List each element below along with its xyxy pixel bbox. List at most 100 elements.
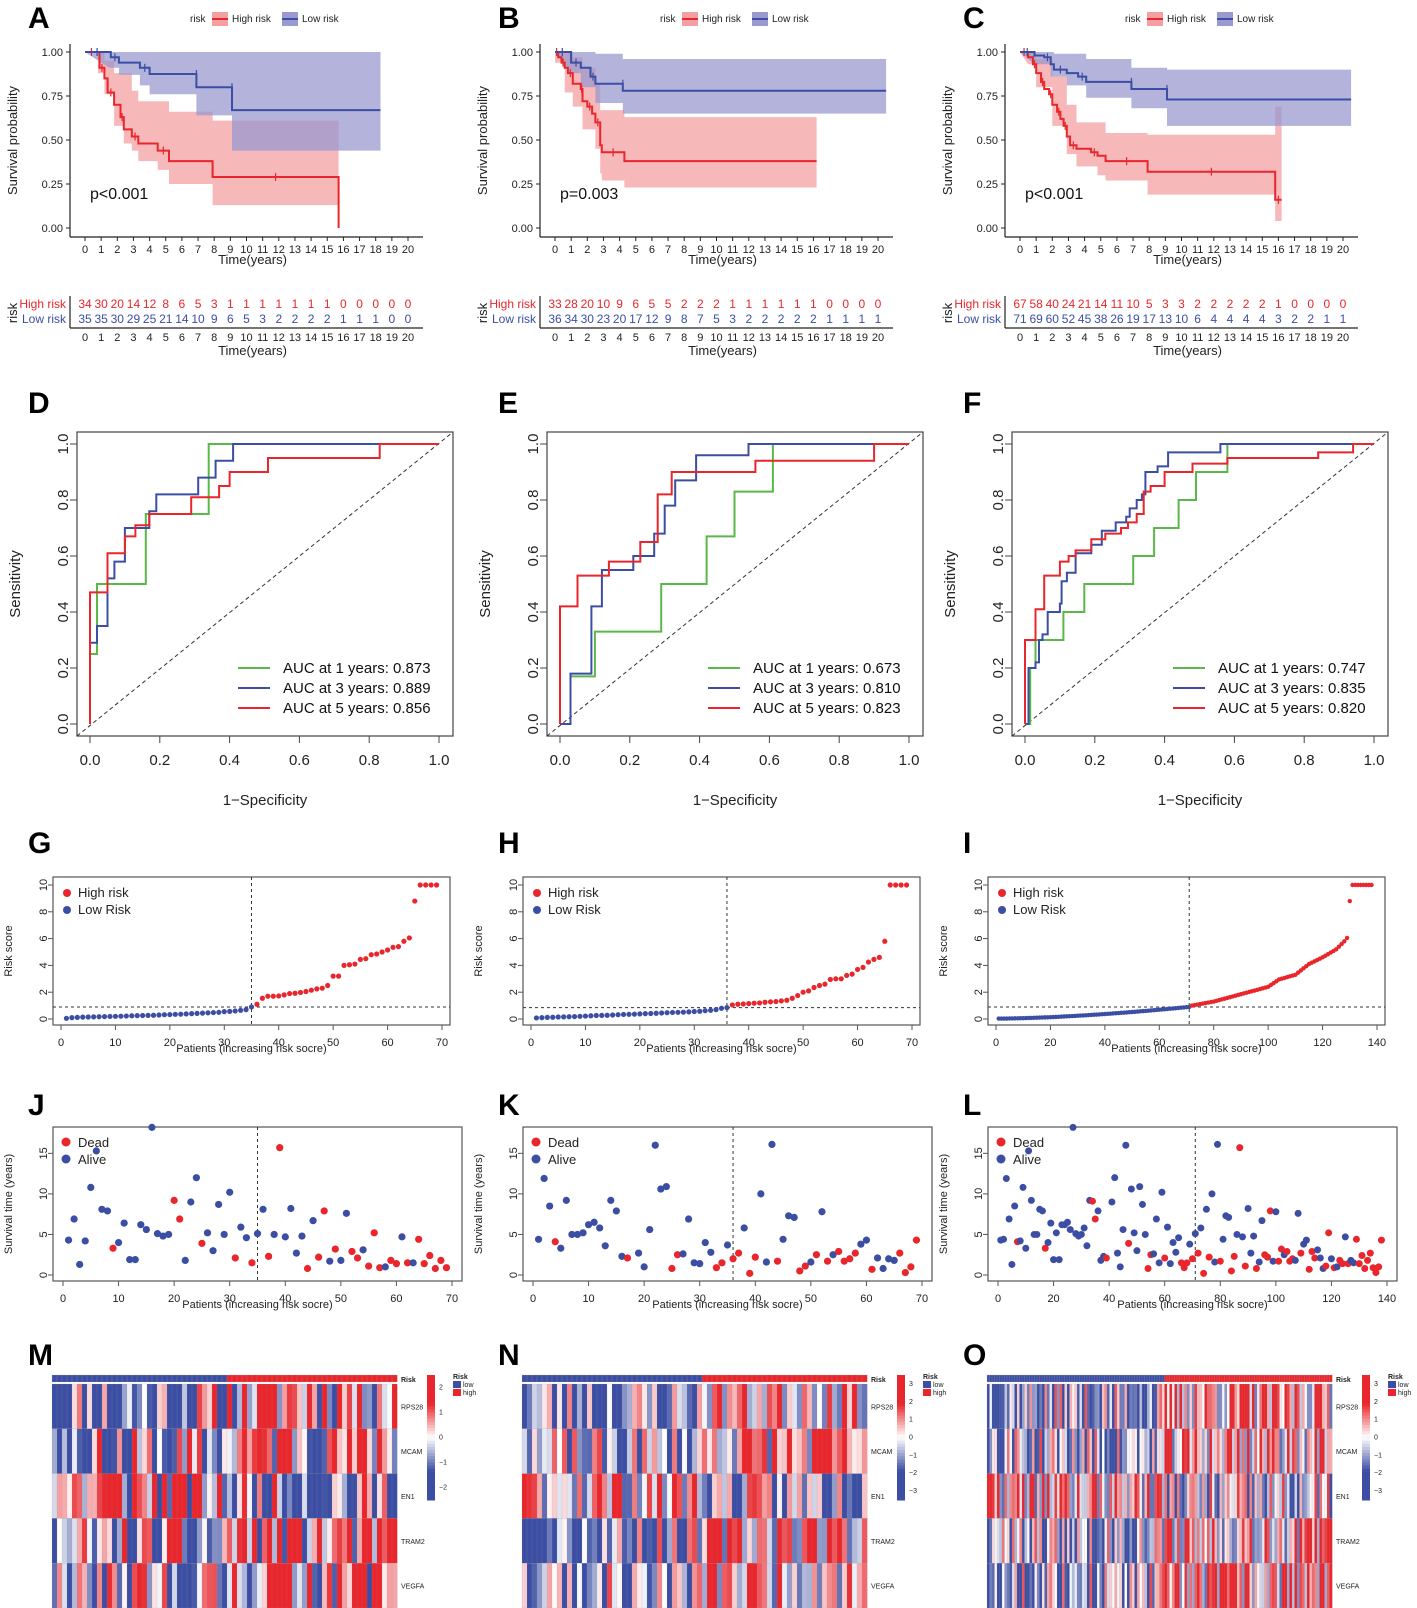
heatmap-cell (236, 1428, 243, 1474)
alive-point (98, 1205, 106, 1213)
heatmap-cell (711, 1383, 718, 1429)
high-risk-point (308, 987, 314, 993)
alive-point (292, 1249, 300, 1257)
heatmap-cell (246, 1383, 253, 1429)
heatmap-cell (846, 1518, 853, 1564)
risk-x-tick-label: 14 (1240, 332, 1252, 344)
heatmap-cell (1161, 1383, 1165, 1429)
dead-point (315, 1253, 323, 1261)
heatmap-cell (386, 1383, 393, 1429)
risk-annotation-cell (241, 1374, 248, 1383)
heatmap-cell (66, 1563, 73, 1608)
heatmap-cell (1116, 1383, 1120, 1429)
heatmap-cell (1131, 1473, 1135, 1519)
heatmap-cell (596, 1563, 603, 1608)
risk-annotation-cell (1194, 1374, 1198, 1383)
heatmap-cell (196, 1473, 203, 1519)
colorbar-segment (427, 1443, 435, 1448)
risk-annotation-cell (1071, 1374, 1075, 1383)
risk-count: 1 (1340, 312, 1347, 326)
heatmap-cell (1036, 1518, 1040, 1564)
heatmap-cell (681, 1563, 688, 1608)
heatmap-cell (1066, 1563, 1070, 1608)
heatmap-cell (591, 1428, 598, 1474)
heatmap-cell (111, 1563, 118, 1608)
heatmap-cell (1021, 1563, 1025, 1608)
low-risk-point (107, 1013, 113, 1020)
y-tick-label: 0.0 (525, 714, 542, 735)
high-risk-point (838, 976, 844, 982)
risk-count: 29 (127, 312, 141, 326)
heatmap-cell (381, 1473, 388, 1519)
colorbar-tick-label: 1 (909, 1417, 913, 1424)
heatmap-cell (1149, 1428, 1153, 1474)
x-tick-label: 12 (743, 244, 755, 256)
panel-label: J (28, 1089, 45, 1122)
risk-annotation-cell (731, 1374, 738, 1383)
dead-point (1189, 1255, 1196, 1263)
heatmap-cell (991, 1563, 995, 1608)
heatmap-cell (826, 1428, 833, 1474)
heatmap-cell (191, 1428, 198, 1474)
heatmap-cell (994, 1428, 998, 1474)
heatmap-cell (656, 1563, 663, 1608)
heatmap-cell (356, 1383, 363, 1429)
x-tick-label: 16 (1272, 244, 1284, 256)
risk-annotation-cell (331, 1374, 338, 1383)
heatmap-cell (536, 1563, 543, 1608)
x-tick-label: 13 (1224, 244, 1236, 256)
heatmap-cell (356, 1428, 363, 1474)
alive-point (601, 1242, 609, 1250)
risk-annotation-cell (386, 1374, 393, 1383)
heatmap-cell (1044, 1518, 1048, 1564)
alive-point (76, 1260, 84, 1269)
heatmap-cell (51, 1563, 58, 1608)
colorbar-segment (897, 1484, 905, 1488)
heatmap-cell (1301, 1428, 1305, 1474)
heatmap-cell (1019, 1428, 1023, 1474)
heatmap-cell (236, 1563, 243, 1608)
heatmap-cell (136, 1518, 143, 1564)
alive-point (1239, 1233, 1247, 1241)
heatmap-cell (1221, 1428, 1225, 1474)
heatmap-cell (1124, 1473, 1128, 1519)
risk-count: 1 (859, 312, 866, 326)
heatmap-cell (821, 1428, 828, 1474)
heatmap-cell (1036, 1383, 1040, 1429)
alive-point (1019, 1183, 1027, 1191)
legend-label-low: Low risk (1237, 14, 1275, 25)
heatmap-cell (246, 1428, 253, 1474)
annotation-label: Risk (1336, 1377, 1351, 1384)
heatmap-cell (1224, 1383, 1228, 1429)
risk-annotation-cell (1301, 1374, 1305, 1383)
heatmap-cell (266, 1563, 273, 1608)
colorbar-segment (427, 1450, 435, 1454)
risk-annotation-cell (166, 1374, 173, 1383)
x-tick-label: 0.8 (829, 752, 850, 769)
alive-point (1225, 1213, 1233, 1221)
heatmap-cell (91, 1518, 98, 1564)
x-tick-label: 40 (1099, 1037, 1111, 1049)
colorbar-segment (897, 1387, 905, 1392)
dead-point (846, 1255, 854, 1263)
risk-count: 10 (1126, 297, 1140, 311)
heatmap-cell (701, 1428, 708, 1474)
heatmap-cell (1326, 1383, 1330, 1429)
heatmap-cell (346, 1563, 353, 1608)
annotation-legend-swatch-low (1388, 1381, 1396, 1388)
colorbar-segment (1362, 1406, 1370, 1410)
risk-annotation-cell (636, 1374, 643, 1383)
heatmap-cell (221, 1383, 228, 1429)
legend-title: risk (1125, 14, 1142, 25)
heatmap-cell (1231, 1428, 1235, 1474)
x-tick-label: 17 (1288, 244, 1300, 256)
x-tick-label: 0.8 (359, 752, 380, 769)
risk-annotation-cell (646, 1374, 653, 1383)
dead-point (823, 1257, 832, 1265)
heatmap-cell (146, 1383, 153, 1429)
heatmap-cell (821, 1383, 828, 1429)
dead-point (276, 1144, 284, 1152)
alive-point (757, 1190, 765, 1198)
risk-annotation-cell (671, 1374, 678, 1383)
alive-point (359, 1246, 367, 1254)
